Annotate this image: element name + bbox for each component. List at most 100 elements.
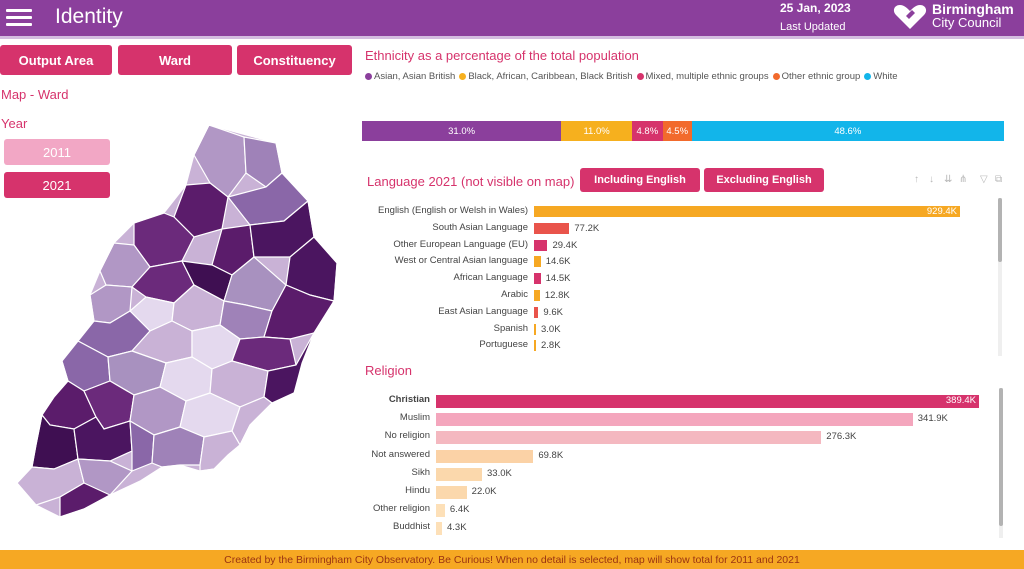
ward-button[interactable]: Ward	[118, 45, 232, 75]
language-row-label: Arabic	[501, 289, 528, 300]
religion-bar[interactable]	[436, 504, 445, 518]
religion-value-label: 4.3K	[446, 522, 467, 534]
language-value-label: 77.2K	[574, 222, 600, 234]
religion-bar[interactable]	[436, 467, 483, 481]
legend-item[interactable]: Mixed, multiple ethnic groups	[636, 71, 769, 82]
language-bar[interactable]	[534, 256, 541, 268]
religion-bar[interactable]	[436, 486, 467, 499]
religion-row-label: No religion	[384, 430, 430, 442]
language-value-label: 14.5K	[545, 273, 571, 285]
footer-banner: Created by the Birmingham City Observato…	[0, 550, 1024, 569]
year-2011-button[interactable]: 2011	[4, 139, 110, 165]
page-title: Identity	[55, 5, 123, 28]
year-label: Year	[1, 116, 28, 131]
religion-value-label: 22.0K	[471, 486, 497, 497]
language-value-label: 12.8K	[544, 290, 570, 301]
religion-bar[interactable]	[436, 413, 913, 427]
sort-up-icon[interactable]: ↑	[914, 174, 919, 185]
legend-dot	[636, 73, 644, 80]
legend-item[interactable]: Asian, Asian British	[365, 71, 455, 82]
language-value-label: 3.0K	[541, 323, 561, 335]
language-value-label: 2.8K	[541, 340, 561, 352]
legend-dot	[365, 73, 372, 80]
religion-row-label: Christian	[388, 394, 430, 405]
religion-bar[interactable]	[436, 431, 822, 445]
language-row-label: Other European Language (EU)	[393, 238, 528, 250]
ward-map[interactable]	[14, 125, 344, 520]
map-title: Map - Ward	[1, 87, 69, 102]
last-updated-label: Last Updated	[780, 21, 846, 33]
language-bar[interactable]	[534, 306, 539, 318]
legend-label: Asian, Asian British	[374, 71, 456, 82]
ethnicity-segment[interactable]: 31.0%	[362, 121, 562, 141]
religion-scrollbar[interactable]	[999, 388, 1003, 526]
language-value-label: 9.6K	[543, 306, 563, 318]
legend-label: Other ethnic group	[781, 71, 861, 82]
language-bar[interactable]	[534, 222, 570, 234]
year-2021-button[interactable]: 2021	[4, 172, 110, 198]
language-value-label: 14.6K	[545, 256, 571, 268]
language-bar[interactable]	[534, 239, 548, 251]
language-value-label: 929.4K	[926, 206, 957, 217]
ethnicity-segment[interactable]: 4.8%	[631, 121, 663, 141]
output-area-button[interactable]: Output Area	[0, 45, 112, 75]
language-bar[interactable]	[534, 290, 540, 301]
religion-row-label: Sikh	[411, 466, 430, 478]
ethnicity-title: Ethnicity as a percentage of the total p…	[365, 48, 639, 63]
religion-value-label: 389.4K	[945, 395, 976, 406]
language-scrollbar[interactable]	[998, 198, 1002, 262]
language-row-label: English (English or Welsh in Wales)	[378, 205, 528, 216]
language-row-label: East Asian Language	[438, 305, 528, 317]
ethnicity-stacked-bar[interactable]: 31.0% 11.0% 4.8% 4.5% 48.6%	[362, 121, 1004, 141]
top-bar: Identity 25 Jan, 2023 Last Updated Birmi…	[0, 0, 1024, 36]
logo-text-birmingham: Birmingham	[932, 1, 1014, 17]
religion-value-label: 33.0K	[487, 467, 512, 479]
legend-item[interactable]: White	[864, 71, 898, 82]
religion-bar[interactable]	[436, 522, 442, 536]
language-bar[interactable]	[534, 323, 536, 335]
language-bar[interactable]	[534, 273, 541, 285]
legend-dot	[459, 73, 467, 80]
religion-value-label: 6.4K	[449, 504, 470, 516]
legend-label: Mixed, multiple ethnic groups	[645, 71, 769, 82]
expand-all-icon[interactable]: ⋔	[959, 174, 968, 185]
religion-value-label: 69.8K	[538, 449, 564, 461]
drill-down-icon[interactable]: ⇊	[944, 174, 953, 185]
legend-dot	[772, 73, 780, 80]
language-bar[interactable]	[534, 206, 960, 217]
logo-text-city-council: City Council	[932, 15, 1002, 30]
hamburger-menu-icon[interactable]	[6, 7, 32, 27]
religion-row-label: Hindu	[405, 485, 430, 496]
ethnicity-legend: Asian, Asian British Black, African, Cari…	[365, 71, 902, 82]
language-bar[interactable]	[534, 340, 536, 352]
ethnicity-segment[interactable]: 48.6%	[691, 121, 1004, 141]
header-divider	[0, 36, 1024, 39]
religion-row-label: Muslim	[399, 412, 430, 424]
religion-bar[interactable]	[436, 449, 534, 463]
language-row-label: South Asian Language	[432, 221, 528, 233]
focus-mode-icon[interactable]: ⧉	[995, 174, 1003, 185]
language-scroll-track[interactable]	[998, 198, 1002, 356]
religion-title: Religion	[365, 363, 412, 378]
sort-down-icon[interactable]: ↓	[929, 174, 934, 185]
language-row-label: Portuguese	[479, 339, 528, 351]
legend-dot	[864, 73, 872, 80]
legend-item[interactable]: Other ethnic group	[772, 71, 861, 82]
religion-row-label: Buddhist	[393, 521, 430, 533]
language-value-label: 29.4K	[552, 239, 578, 251]
including-english-button[interactable]: Including English	[580, 168, 700, 192]
language-row-label: African Language	[453, 272, 528, 284]
ethnicity-segment[interactable]: 11.0%	[561, 121, 632, 141]
language-row-label: Spanish	[493, 322, 528, 334]
religion-value-label: 276.3K	[826, 431, 857, 443]
ethnicity-segment[interactable]: 4.5%	[662, 121, 692, 141]
legend-item[interactable]: Black, African, Caribbean, Black British	[459, 71, 633, 82]
filter-icon[interactable]: ▽	[980, 174, 988, 185]
legend-label: White	[873, 71, 898, 82]
language-title: Language 2021 (not visible on map)	[367, 174, 575, 189]
religion-bar[interactable]	[436, 395, 979, 408]
constituency-button[interactable]: Constituency	[237, 45, 352, 75]
legend-label: Black, African, Caribbean, Black British	[468, 71, 633, 82]
religion-row-label: Not answered	[371, 448, 430, 460]
excluding-english-button[interactable]: Excluding English	[704, 168, 824, 192]
